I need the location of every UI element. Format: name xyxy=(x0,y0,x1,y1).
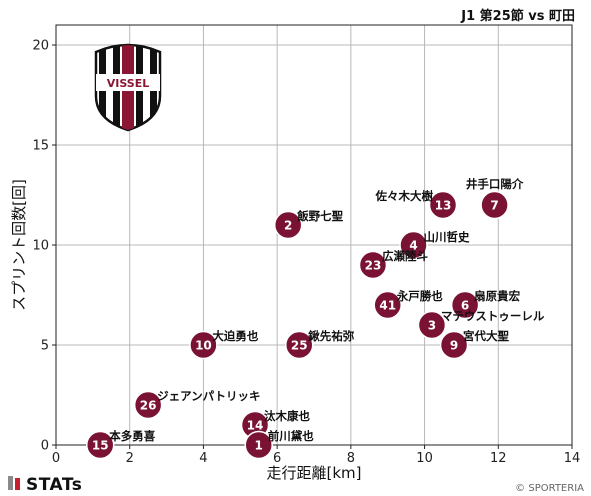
player-point: 9 宮代大聖 xyxy=(439,329,510,360)
player-marker xyxy=(450,290,480,320)
player-marker xyxy=(480,190,509,220)
player-marker xyxy=(273,210,303,240)
vissel-crest-icon: VISSEL xyxy=(94,43,162,132)
player-name: 山川哲史 xyxy=(424,230,470,244)
brand-bar-gray xyxy=(8,476,13,490)
player-name: 佐々木大樹 xyxy=(375,189,434,203)
x-tick-label: 2 xyxy=(126,451,134,466)
player-number: 4 xyxy=(409,238,417,252)
player-marker xyxy=(189,330,218,360)
credit-text: © SPORTERIA xyxy=(515,483,584,494)
player-number: 15 xyxy=(92,438,109,452)
player-number: 25 xyxy=(291,338,308,352)
player-point: 3 マテウストゥーレル xyxy=(417,309,545,340)
player-name: 広瀬陸斗 xyxy=(382,249,428,263)
player-number: 26 xyxy=(140,398,157,412)
player-name: 井手口陽介 xyxy=(466,177,524,191)
player-point: 7 井手口陽介 xyxy=(466,177,524,220)
player-point: 1 前川黛也 xyxy=(244,429,314,460)
x-tick-label: 12 xyxy=(490,451,507,466)
player-marker xyxy=(373,290,402,320)
y-tick-label: 15 xyxy=(32,139,49,154)
player-name: 本多勇喜 xyxy=(109,429,155,443)
player-number: 6 xyxy=(461,298,469,312)
player-number: 41 xyxy=(379,298,396,312)
x-tick-label: 0 xyxy=(52,451,60,466)
stats-brand: STATs xyxy=(8,475,82,495)
y-tick-label: 5 xyxy=(41,339,49,354)
player-name: 鍬先祐弥 xyxy=(308,329,354,343)
player-marker xyxy=(399,230,428,260)
brand-text: STATs xyxy=(26,475,82,495)
player-name: 宮代大聖 xyxy=(463,329,509,343)
player-marker xyxy=(85,430,115,460)
player-name: 汰木康也 xyxy=(264,409,310,423)
player-number: 7 xyxy=(490,198,498,212)
player-marker xyxy=(133,390,163,420)
player-number: 14 xyxy=(247,418,264,432)
player-name: 扇原貴宏 xyxy=(474,289,520,303)
player-name: 永戸勝也 xyxy=(396,289,443,303)
y-tick-label: 0 xyxy=(41,439,49,454)
player-number: 13 xyxy=(435,198,452,212)
player-marker xyxy=(244,430,273,460)
player-number: 9 xyxy=(450,338,458,352)
player-marker xyxy=(428,190,458,220)
logo-text: VISSEL xyxy=(107,77,149,90)
x-axis-title: 走行距離[km] xyxy=(266,464,361,482)
player-point: 2 飯野七聖 xyxy=(273,209,344,240)
player-marker xyxy=(417,310,447,340)
player-name: 大迫勇也 xyxy=(212,329,258,343)
player-marker xyxy=(285,330,314,360)
player-marker xyxy=(439,330,469,360)
player-point: 4 山川哲史 xyxy=(399,230,470,260)
player-name: マテウストゥーレル xyxy=(441,309,545,323)
chart-header-title: J1 第25節 vs 町田 xyxy=(460,8,575,24)
y-axis-title: スプリント回数[回] xyxy=(10,179,28,311)
player-name: 飯野七聖 xyxy=(296,209,343,223)
player-number: 10 xyxy=(195,338,212,352)
scatter-points: 7井手口陽介13佐々木大樹2飯野七聖4山川哲史23広瀬陸斗41永戸勝也6扇原貴宏… xyxy=(85,177,545,460)
y-tick-label: 10 xyxy=(32,239,49,254)
player-name: ジェアンパトリッキ xyxy=(157,389,260,403)
player-name: 前川黛也 xyxy=(268,429,314,443)
x-tick-label: 6 xyxy=(273,451,281,466)
player-number: 23 xyxy=(365,258,382,272)
x-tick-label: 4 xyxy=(199,451,207,466)
grid-lines xyxy=(55,25,573,446)
player-number: 2 xyxy=(284,218,292,232)
x-tick-label: 14 xyxy=(564,451,581,466)
x-tick-label: 10 xyxy=(416,451,433,466)
player-marker xyxy=(358,250,388,280)
player-number: 1 xyxy=(255,438,263,452)
y-tick-label: 20 xyxy=(32,39,49,54)
plot-frame xyxy=(55,24,573,446)
brand-bar-red xyxy=(15,478,20,490)
player-point: 6 扇原貴宏 xyxy=(450,289,521,320)
player-number: 3 xyxy=(428,318,436,332)
x-tick-label: 8 xyxy=(347,451,355,466)
